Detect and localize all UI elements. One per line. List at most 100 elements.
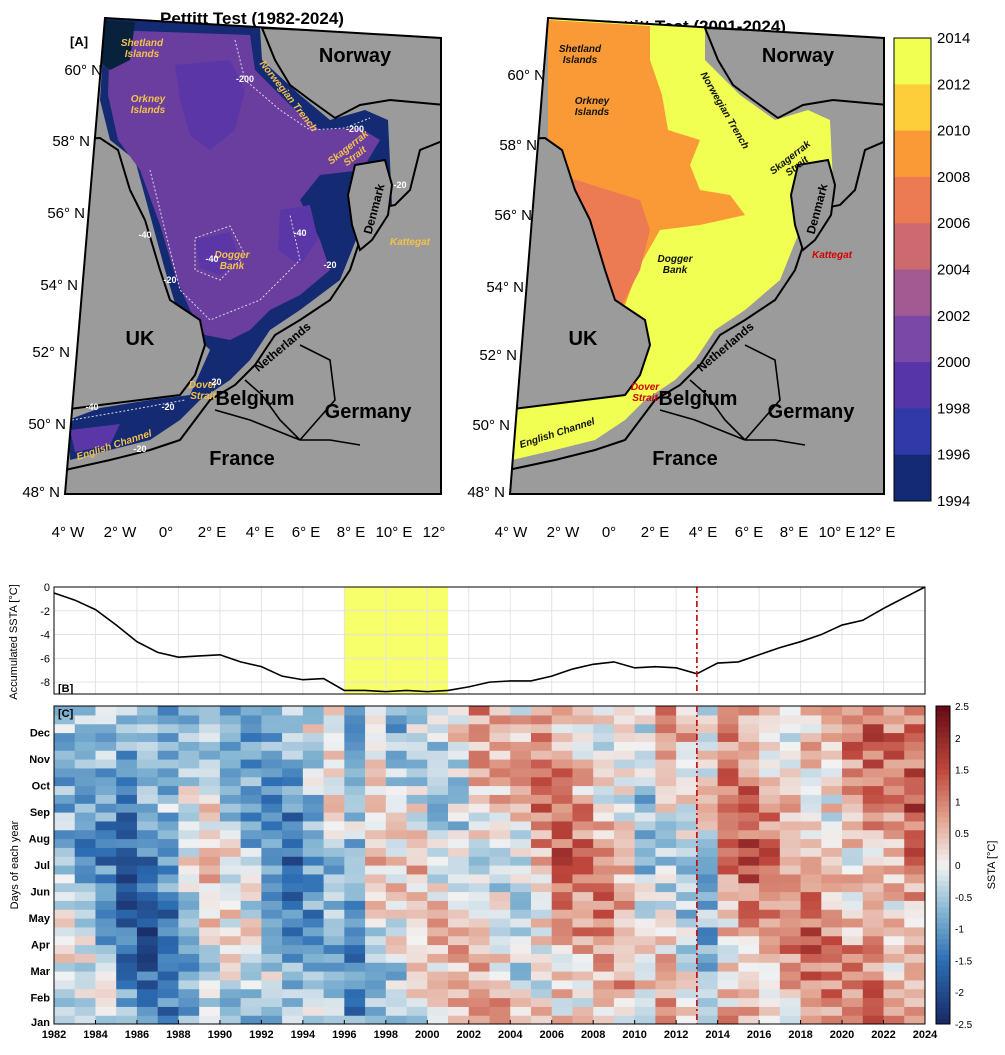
- heatmap-cell: [468, 785, 491, 795]
- heatmap-cell: [282, 803, 304, 813]
- heatmap-cell: [696, 750, 719, 760]
- heatmap-cell: [282, 997, 304, 1007]
- heatmap-cell: [800, 776, 822, 787]
- heatmap-cell: [883, 759, 905, 769]
- heatmap-cell: [551, 918, 574, 928]
- heatmap-cell: [572, 865, 594, 875]
- heatmap-cell: [54, 979, 76, 990]
- heatmap-cell: [282, 714, 304, 725]
- map-b-lon-label: 12° E: [859, 524, 896, 541]
- ssta-colorbar-cell: [936, 986, 950, 993]
- heatmap-cell: [779, 714, 802, 725]
- heatmap-cell: [759, 829, 781, 840]
- heatmap-cell: [551, 714, 574, 725]
- heatmap-cell: [406, 820, 428, 831]
- heatmap-cell: [613, 838, 636, 848]
- heatmap-cell: [759, 785, 781, 795]
- heatmap-cell: [904, 926, 925, 937]
- heatmap-cell: [551, 971, 574, 981]
- heatmap-cell: [448, 900, 470, 910]
- heatmap-cell: [883, 997, 905, 1007]
- heatmap-cell: [634, 714, 657, 725]
- heatmap-cell: [448, 714, 470, 725]
- ssta-colorbar-cell: [936, 764, 950, 771]
- panel-c-xtick: 1996: [332, 1029, 356, 1041]
- heatmap-cell: [344, 838, 366, 848]
- heatmap-cell: [717, 1015, 739, 1024]
- heatmap-cell: [738, 873, 760, 884]
- heatmap-cell: [800, 847, 822, 857]
- heatmap-cell: [385, 856, 408, 866]
- heatmap-cell: [302, 962, 325, 972]
- heatmap-cell: [551, 750, 574, 760]
- heatmap-cell: [261, 988, 283, 999]
- heatmap-cell: [862, 962, 885, 972]
- heatmap-cell: [427, 944, 449, 954]
- heatmap-cell: [74, 812, 97, 822]
- map-a-region-label: Kattegat: [390, 237, 431, 248]
- heatmap-cell: [323, 812, 345, 822]
- heatmap-cell: [95, 741, 117, 751]
- heatmap-cell: [821, 891, 843, 901]
- heatmap-cell: [344, 820, 366, 831]
- heatmap-cell: [157, 953, 180, 963]
- heatmap-cell: [800, 759, 822, 769]
- heatmap-cell: [593, 759, 615, 769]
- heatmap-cell: [323, 847, 345, 857]
- heatmap-cell: [344, 926, 366, 937]
- heatmap-cell: [54, 714, 76, 725]
- heatmap-cell: [759, 988, 781, 999]
- heatmap-cell: [551, 882, 574, 893]
- heatmap-cell: [240, 829, 262, 840]
- heatmap-cell: [282, 944, 304, 954]
- heatmap-cell: [530, 794, 553, 804]
- heatmap-cell: [883, 891, 905, 901]
- heatmap-cell: [240, 900, 262, 910]
- heatmap-cell: [489, 812, 511, 822]
- heatmap-cell: [510, 891, 532, 901]
- heatmap-cell: [655, 1015, 677, 1024]
- heatmap-cell: [406, 714, 428, 725]
- heatmap-cell: [219, 767, 242, 778]
- heatmap-cell: [676, 971, 698, 981]
- heatmap-cell: [54, 988, 76, 999]
- heatmap-cell: [344, 794, 366, 804]
- heatmap-cell: [800, 820, 822, 831]
- heatmap-cell: [634, 953, 657, 963]
- heatmap-cell: [74, 891, 97, 901]
- heatmap-cell: [696, 759, 719, 769]
- heatmap-cell: [842, 767, 864, 778]
- ssta-colorbar-cell: [936, 759, 950, 765]
- heatmap-cell: [157, 856, 180, 866]
- heatmap-cell: [530, 918, 553, 928]
- heatmap-cell: [116, 962, 138, 972]
- heatmap-cell: [240, 997, 262, 1007]
- map-a-borders: [214, 344, 361, 446]
- heatmap-cell: [282, 1015, 304, 1024]
- heatmap-cell: [862, 988, 885, 999]
- heatmap-cell: [800, 918, 822, 928]
- heatmap-cell: [738, 750, 760, 760]
- heatmap-cell: [759, 847, 781, 857]
- map-b-country-label: UK: [569, 328, 598, 350]
- heatmap-cell: [634, 909, 657, 919]
- panel-c-xtick: 1984: [83, 1029, 108, 1041]
- heatmap-cell: [95, 1006, 117, 1016]
- heatmap-cell: [717, 918, 739, 928]
- heatmap-cell: [842, 873, 864, 884]
- heatmap-cell: [178, 865, 200, 875]
- heatmap-cell: [116, 794, 138, 804]
- heatmap-cell: [530, 767, 553, 778]
- heatmap-cell: [240, 918, 262, 928]
- map-a-country-label: Germany: [325, 401, 413, 423]
- heatmap-cell: [219, 1006, 242, 1016]
- heatmap-cell: [489, 918, 511, 928]
- heatmap-cell: [116, 873, 138, 884]
- ssta-colorbar-cell: [936, 933, 950, 940]
- heatmap-cell: [904, 988, 925, 999]
- heatmap-cell: [779, 882, 802, 893]
- heatmap-cell: [136, 785, 159, 795]
- heatmap-cell: [157, 750, 180, 760]
- heatmap-cell: [240, 953, 262, 963]
- heatmap-cell: [199, 873, 221, 884]
